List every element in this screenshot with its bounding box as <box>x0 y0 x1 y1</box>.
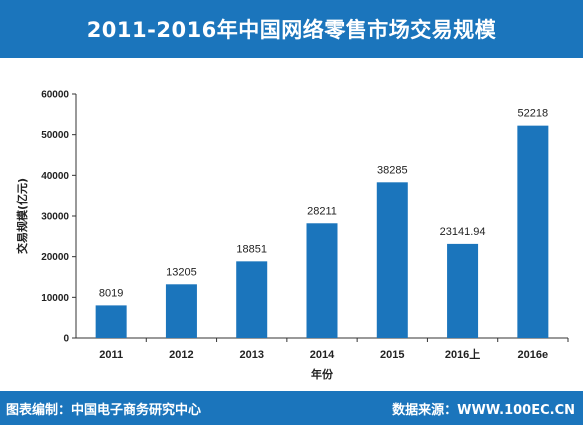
data-source: 数据来源：WWW.100EC.CN <box>392 403 575 418</box>
chart-author: 图表编制：中国电子商务研究中心 <box>6 403 202 418</box>
chart-area: 0 10000 20000 30000 40000 50000 60000 8019 2011 1… <box>0 80 583 385</box>
data-label: 52218 <box>518 108 549 120</box>
y-tick-label: 20000 <box>41 252 69 263</box>
data-label: 13205 <box>166 266 197 278</box>
bar <box>306 223 338 338</box>
y-tick-label: 50000 <box>41 130 69 141</box>
data-label: 28211 <box>307 205 337 217</box>
x-tick-label: 2015 <box>380 349 404 361</box>
bar <box>236 261 268 338</box>
bar <box>95 305 127 338</box>
x-tick-label: 2013 <box>239 349 263 361</box>
y-axis-title: 交易规模(亿元) <box>15 178 29 254</box>
y-tick-label: 10000 <box>41 293 69 304</box>
data-label: 18851 <box>236 243 267 255</box>
x-tick-label: 2014 <box>310 349 335 361</box>
title-banner: 2011-2016年中国网络零售市场交易规模 <box>0 0 583 58</box>
bar <box>376 182 408 338</box>
bar <box>447 243 479 338</box>
bar <box>165 284 197 338</box>
y-tick-label: 30000 <box>41 212 69 223</box>
bar-chart: 0 10000 20000 30000 40000 50000 60000 8019 2011 1… <box>15 90 569 381</box>
data-label: 8019 <box>99 287 123 299</box>
x-tick-label: 2012 <box>169 349 193 361</box>
y-tick-label: 40000 <box>41 171 69 182</box>
data-label: 38285 <box>377 164 408 176</box>
y-tick-label: 0 <box>63 334 69 345</box>
x-axis-title: 年份 <box>311 367 334 381</box>
footer-banner: 图表编制：中国电子商务研究中心 数据来源：WWW.100EC.CN <box>0 391 583 425</box>
chart-title: 2011-2016年中国网络零售市场交易规模 <box>86 18 497 42</box>
x-tick-label: 2016e <box>518 349 549 361</box>
y-tick-label: 60000 <box>41 90 69 101</box>
bar <box>517 125 549 338</box>
data-label: 23141.94 <box>440 226 486 238</box>
x-tick-label: 2011 <box>99 349 123 361</box>
x-tick-label: 2016上 <box>445 347 480 361</box>
